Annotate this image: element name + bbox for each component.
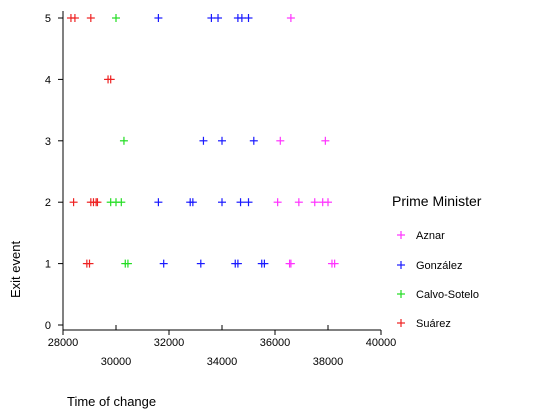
data-points	[66, 14, 339, 268]
series-su-rez	[66, 14, 115, 268]
series-gonz-lez	[154, 14, 269, 268]
legend: Prime Minister Aznar González Calvo-Sotelo…	[392, 193, 482, 330]
data-point	[324, 198, 332, 207]
data-point	[294, 198, 303, 207]
data-point	[106, 75, 115, 84]
series-calvo-sotelo	[106, 14, 132, 268]
data-point	[196, 259, 205, 268]
data-point	[249, 136, 258, 145]
data-point	[286, 14, 295, 22]
legend-marker	[397, 319, 405, 327]
x-tick-label: 30000	[101, 356, 132, 368]
data-point	[233, 259, 242, 268]
legend-marker	[397, 231, 405, 239]
data-point	[330, 259, 339, 268]
data-point	[214, 14, 223, 22]
y-tick-label: 1	[45, 259, 51, 271]
data-point	[244, 14, 253, 22]
data-point	[85, 259, 94, 268]
data-point	[123, 259, 132, 268]
data-point	[321, 136, 330, 145]
x-tick-label: 38000	[313, 356, 344, 368]
data-point	[260, 259, 269, 268]
y-tick-label: 3	[45, 136, 51, 148]
data-point	[117, 198, 126, 207]
x-tick-label: 28000	[48, 337, 79, 349]
legend-label: Aznar	[416, 230, 445, 242]
axes	[62, 11, 381, 331]
data-point	[93, 198, 102, 207]
data-point	[119, 136, 128, 145]
data-point	[159, 259, 168, 268]
legend-marker	[397, 261, 405, 269]
data-point	[286, 259, 295, 268]
x-tick-label: 34000	[207, 356, 238, 368]
legend-label: González	[416, 260, 462, 272]
x-ticks: 28000 32000 36000 40000 30000 34000 38000	[48, 325, 397, 368]
data-point	[154, 198, 163, 207]
data-point	[218, 136, 226, 145]
data-point	[310, 198, 319, 207]
data-point	[70, 14, 79, 22]
x-tick-label: 32000	[154, 337, 185, 349]
data-point	[69, 198, 78, 207]
data-point	[188, 198, 197, 207]
y-tick-label: 4	[45, 74, 51, 86]
y-ticks: 0 1 2 3 4 5	[45, 13, 63, 332]
legend-label: Calvo-Sotelo	[416, 289, 479, 301]
data-point	[199, 136, 208, 145]
data-point	[218, 198, 226, 207]
data-point	[276, 136, 285, 145]
x-tick-label: 40000	[366, 337, 397, 349]
x-tick-label: 36000	[260, 337, 291, 349]
y-tick-label: 5	[45, 13, 51, 25]
data-point	[273, 198, 282, 207]
legend-title: Prime Minister	[392, 193, 482, 209]
legend-items: Aznar González Calvo-Sotelo Suárez	[397, 230, 479, 330]
data-point	[244, 198, 253, 207]
y-axis-title: Exit event	[8, 241, 23, 298]
x-axis-title: Time of change	[67, 394, 156, 409]
y-tick-label: 2	[45, 197, 51, 209]
series-aznar	[273, 14, 339, 268]
data-point	[86, 14, 95, 22]
legend-marker	[397, 290, 405, 298]
data-point	[112, 14, 120, 22]
data-point	[154, 14, 163, 22]
legend-label: Suárez	[416, 318, 451, 330]
data-point	[236, 198, 245, 207]
y-tick-label: 0	[45, 320, 51, 332]
